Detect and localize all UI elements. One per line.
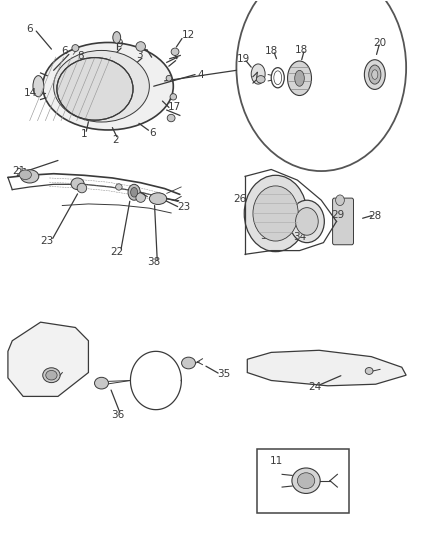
Ellipse shape [149, 193, 167, 205]
Text: 38: 38 [147, 257, 160, 267]
Text: 29: 29 [331, 210, 344, 220]
Ellipse shape [292, 468, 320, 494]
Ellipse shape [166, 75, 172, 81]
Ellipse shape [33, 76, 44, 97]
Ellipse shape [136, 193, 145, 203]
Polygon shape [8, 322, 88, 397]
Polygon shape [247, 350, 406, 386]
Ellipse shape [57, 58, 133, 120]
Text: 26: 26 [233, 193, 247, 204]
Text: 11: 11 [270, 456, 283, 466]
Text: 1: 1 [81, 130, 88, 140]
Circle shape [296, 208, 318, 235]
Text: 36: 36 [111, 410, 125, 420]
FancyBboxPatch shape [332, 198, 353, 245]
Ellipse shape [95, 377, 109, 389]
Text: 3: 3 [137, 50, 143, 60]
Text: 14: 14 [24, 87, 37, 98]
Ellipse shape [136, 42, 145, 51]
Ellipse shape [113, 31, 120, 43]
Circle shape [244, 175, 307, 252]
Circle shape [336, 195, 344, 206]
Ellipse shape [43, 43, 173, 130]
Text: 18: 18 [265, 46, 278, 56]
Ellipse shape [288, 61, 311, 95]
Text: 23: 23 [40, 236, 54, 246]
Ellipse shape [116, 184, 122, 190]
Circle shape [290, 200, 324, 243]
Ellipse shape [72, 45, 79, 52]
Ellipse shape [53, 51, 149, 122]
Ellipse shape [43, 368, 60, 383]
Ellipse shape [128, 184, 140, 200]
Ellipse shape [46, 370, 57, 380]
Ellipse shape [372, 70, 378, 79]
Ellipse shape [365, 368, 373, 374]
Text: 2: 2 [113, 135, 119, 145]
Text: 21: 21 [16, 168, 29, 177]
Ellipse shape [364, 60, 385, 90]
Text: 20: 20 [374, 38, 387, 48]
Ellipse shape [167, 114, 175, 122]
Ellipse shape [171, 48, 179, 55]
Ellipse shape [77, 183, 87, 193]
Text: 12: 12 [182, 30, 195, 40]
Text: 18: 18 [295, 45, 308, 55]
Text: 30: 30 [260, 231, 273, 241]
Text: 6: 6 [61, 46, 68, 56]
Text: 9: 9 [117, 39, 123, 50]
Text: 22: 22 [110, 247, 124, 257]
Ellipse shape [369, 65, 381, 84]
Ellipse shape [19, 170, 32, 180]
Text: 6: 6 [26, 25, 33, 35]
Text: 4: 4 [198, 70, 204, 79]
FancyBboxPatch shape [257, 449, 349, 513]
Text: 17: 17 [168, 102, 181, 112]
Text: 19: 19 [237, 54, 250, 63]
Text: 23: 23 [177, 202, 191, 212]
Text: 8: 8 [78, 51, 85, 61]
Ellipse shape [251, 64, 265, 84]
Text: 34: 34 [293, 232, 306, 243]
Text: 28: 28 [368, 211, 381, 221]
Circle shape [253, 186, 298, 241]
Ellipse shape [71, 178, 84, 190]
Circle shape [237, 0, 406, 171]
Text: 21: 21 [12, 166, 25, 176]
Ellipse shape [21, 169, 39, 183]
Ellipse shape [131, 188, 138, 197]
Ellipse shape [256, 76, 265, 83]
Ellipse shape [182, 357, 195, 369]
Text: 35: 35 [217, 369, 230, 379]
Ellipse shape [295, 70, 304, 86]
Text: 24: 24 [308, 382, 321, 392]
Text: 6: 6 [149, 128, 156, 138]
Ellipse shape [170, 94, 177, 100]
Ellipse shape [297, 473, 315, 489]
